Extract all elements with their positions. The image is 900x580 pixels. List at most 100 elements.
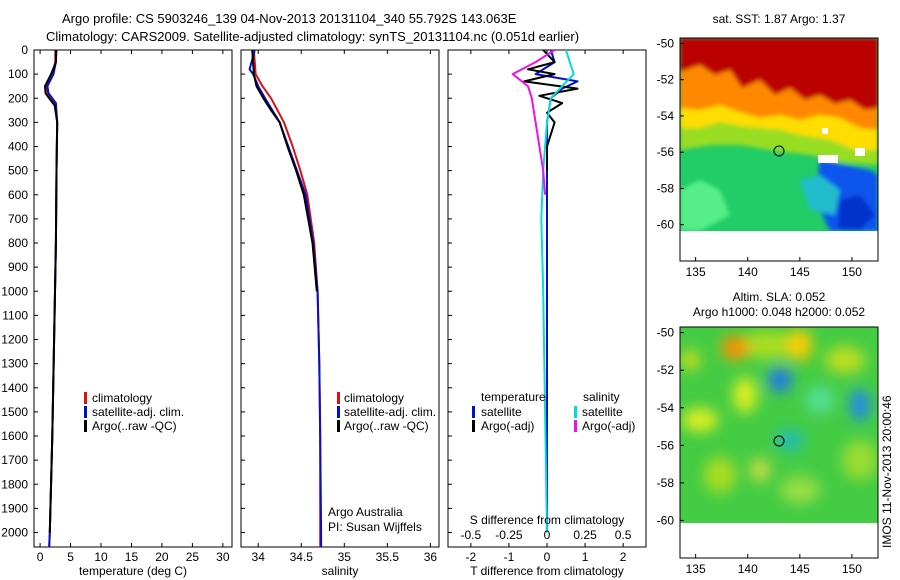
lon-tick-label: 150 (842, 265, 862, 279)
legend-argo: Argo(..raw -QC) (92, 419, 177, 433)
depth-tick-label: 200 (8, 91, 28, 105)
sla-map (679, 326, 879, 559)
depth-tick-label: 2000 (1, 526, 28, 540)
x-tick-label: 10 (94, 550, 108, 564)
legend-swatch-clim (84, 392, 87, 404)
legend-s-argo: Argo(-adj) (582, 419, 635, 433)
credit-line2: PI: Susan Wijffels (328, 520, 422, 534)
legend-s-sat: satellite (582, 405, 623, 419)
argo-location-marker (773, 435, 785, 447)
lat-tick-label: -58 (657, 476, 675, 490)
temperature-xlabel: temperature (deg C) (79, 564, 187, 578)
temperature-plot: 0 5 10 15 20 25 30 (37, 49, 230, 564)
x-tick-label: 2 (620, 550, 627, 564)
depth-tick-label: 300 (8, 115, 28, 129)
lat-tick-label: -60 (657, 513, 675, 527)
side-stamp: IMOS 11-Nov-2013 20:00:46 (880, 395, 894, 548)
legend-sat: satellite-adj. clim. (92, 405, 184, 419)
depth-tick-label: 600 (8, 188, 28, 202)
legend-sat: satellite-adj. clim. (344, 405, 436, 419)
x-tick-label: 0 (544, 550, 551, 564)
legend-swatch-s-argo (574, 420, 577, 432)
depth-tick-label: 1300 (1, 357, 28, 371)
lon-tick-label: 150 (842, 562, 862, 576)
sst-axes: 135 140 145 150 -50 -52 -54 -56 -58 -60 (657, 36, 863, 279)
lat-tick-label: -52 (657, 73, 675, 87)
lon-tick-label: 135 (686, 265, 706, 279)
x-tick-label: 36 (424, 550, 438, 564)
legend-argo: Argo(..raw -QC) (344, 419, 429, 433)
lon-tick-label: 135 (686, 562, 706, 576)
depth-tick-label: 400 (8, 140, 28, 154)
x-tick-label: 35 (338, 550, 352, 564)
legend-swatch-argo (337, 420, 340, 432)
lat-tick-label: -56 (657, 145, 675, 159)
legend-swatch-argo (84, 420, 87, 432)
legend-swatch-clim (337, 392, 340, 404)
depth-tick-label: 800 (8, 236, 28, 250)
series-line-2 (251, 49, 318, 292)
series-line-2 (540, 49, 575, 533)
x-tick-label: -1 (504, 550, 515, 564)
depth-tick-label: 700 (8, 212, 28, 226)
x2-tick-label: 0.25 (573, 528, 597, 542)
sla-title-line1: Altim. SLA: 0.052 (733, 290, 826, 304)
depth-tick-label: 0 (21, 43, 28, 57)
difference-plot: -2 -1 0 1 2 -0.5 -0.25 0 0.25 0.5 (461, 49, 632, 564)
lat-tick-label: -60 (657, 218, 675, 232)
figure-title-line2: Climatology: CARS2009. Satellite-adjuste… (46, 29, 580, 44)
x-tick-label: -2 (466, 550, 477, 564)
series-line-1 (523, 49, 579, 171)
lon-tick-label: 140 (738, 562, 758, 576)
x-tick-label: 25 (186, 550, 200, 564)
series-line-2 (44, 50, 59, 533)
lat-tick-label: -54 (657, 401, 675, 415)
legend-t-sat: satellite (481, 405, 522, 419)
legend-clim: climatology (92, 391, 152, 405)
sdiff-xlabel: S difference from climatology (470, 513, 625, 527)
argo-location-marker (773, 145, 785, 157)
depth-tick-label: 1500 (1, 405, 28, 419)
depth-tick-label: 500 (8, 164, 28, 178)
lon-tick-label: 145 (790, 265, 810, 279)
x-tick-label: 34 (252, 550, 266, 564)
series-line-0 (534, 49, 579, 533)
x2-tick-label: 0 (544, 528, 551, 542)
depth-tick-label: 1900 (1, 501, 28, 515)
legend-swatch-sat (337, 406, 340, 418)
x-tick-label: 0 (37, 550, 44, 564)
x-tick-label: 15 (125, 550, 139, 564)
series-line-3 (511, 49, 556, 195)
depth-tick-label: 1200 (1, 333, 28, 347)
x-tick-label: 35.5 (376, 550, 400, 564)
x-tick-label: 1 (582, 550, 589, 564)
lat-tick-label: -50 (657, 36, 675, 50)
figure-title-line1: Argo profile: CS 5903246_139 04-Nov-2013… (62, 11, 517, 26)
lon-tick-label: 145 (790, 562, 810, 576)
lon-tick-label: 140 (738, 265, 758, 279)
x-tick-label: 34.5 (290, 550, 314, 564)
depth-tick-label: 1800 (1, 477, 28, 491)
credit-line1: Argo Australia (328, 505, 403, 519)
sst-title: sat. SST: 1.87 Argo: 1.37 (713, 12, 846, 26)
legend-swatch-t-argo (472, 420, 475, 432)
temperature-axes (33, 49, 233, 548)
legend-swatch-t-sat (472, 406, 475, 418)
lat-tick-label: -50 (657, 326, 675, 340)
legend-clim: climatology (344, 391, 404, 405)
depth-tick-label: 1400 (1, 381, 28, 395)
x2-tick-label: -0.25 (495, 528, 523, 542)
legend-t-argo: Argo(-adj) (481, 419, 534, 433)
depth-tick-label: 100 (8, 67, 28, 81)
sst-map (679, 37, 879, 262)
lat-tick-label: -52 (657, 363, 675, 377)
x-tick-label: 20 (155, 550, 169, 564)
salinity-axes (240, 49, 440, 548)
x-tick-label: 30 (216, 550, 230, 564)
lat-tick-label: -58 (657, 181, 675, 195)
depth-axis: 0 100 200 300 400 500 600 700 800 900 1000 1100 1200… (1, 43, 452, 540)
depth-tick-label: 1000 (1, 284, 28, 298)
x2-tick-label: 0.5 (615, 528, 632, 542)
depth-tick-label: 1100 (2, 308, 28, 322)
